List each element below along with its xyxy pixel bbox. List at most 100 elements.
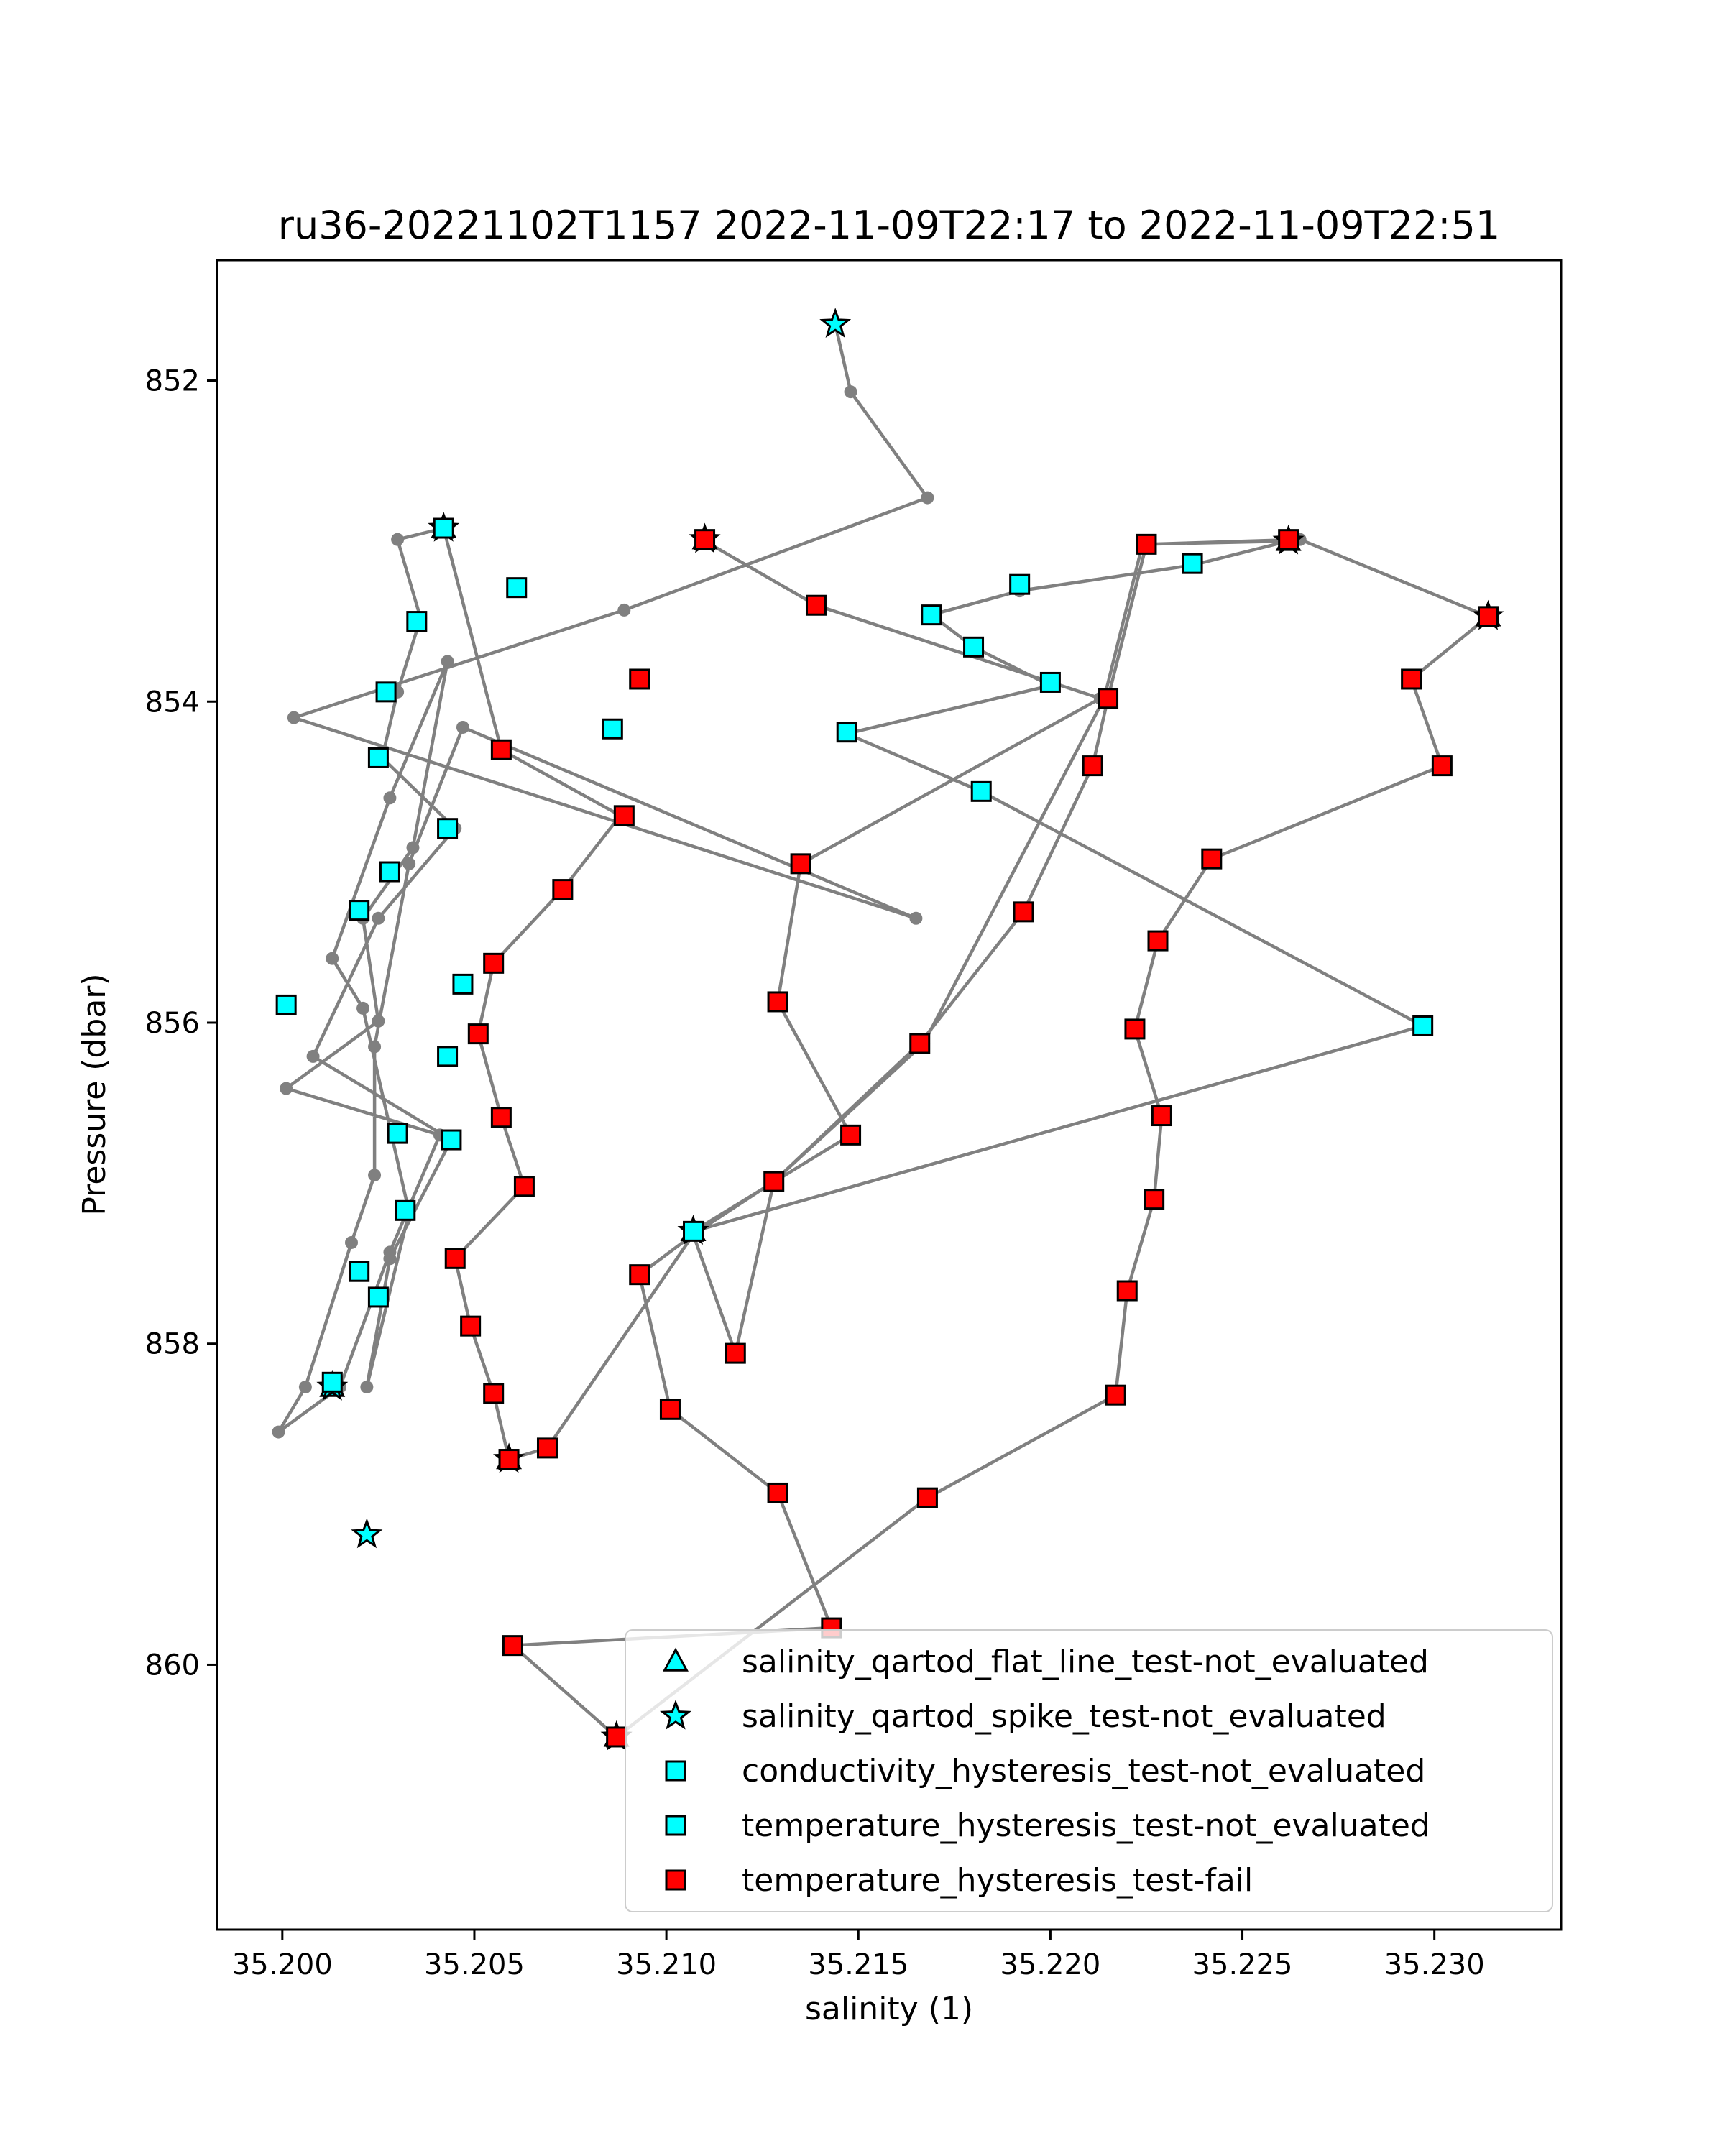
legend-label-4: temperature_hysteresis_test-fail xyxy=(742,1862,1253,1899)
x-tick-label: 35.230 xyxy=(1384,1948,1485,1981)
series-4-marker xyxy=(1147,930,1169,952)
legend-marker-1 xyxy=(660,1699,691,1730)
series-4-marker xyxy=(502,1635,523,1657)
x-axis-ticks: 35.200 35.205 35.210 35.215 35.220 35.225 35.2… xyxy=(232,1930,1485,1981)
profile-point xyxy=(272,1425,285,1439)
series-4-marker xyxy=(629,1264,650,1286)
series-4-marker xyxy=(790,853,811,875)
y-axis-label: Pressure (dbar) xyxy=(76,973,113,1215)
series-1-marker xyxy=(351,1518,383,1549)
x-tick-label: 35.215 xyxy=(808,1948,908,1981)
x-tick-label: 35.200 xyxy=(232,1948,333,1981)
series-4-marker xyxy=(1201,848,1223,870)
series-4-marker xyxy=(1124,1018,1146,1040)
legend-label-3: temperature_hysteresis_test-not_evaluate… xyxy=(742,1807,1430,1844)
plot-area xyxy=(272,308,1504,1751)
series-1-marker xyxy=(819,308,852,338)
series-2-marker xyxy=(970,780,992,802)
series-2-marker xyxy=(602,718,623,740)
y-tick-label: 856 xyxy=(145,1007,200,1040)
series-2-marker xyxy=(836,722,857,743)
y-axis-ticks: 852 854 856 858 860 xyxy=(145,365,217,1682)
series-4-marker xyxy=(1013,901,1034,923)
profile-point xyxy=(372,1014,385,1028)
legend-marker-0 xyxy=(663,1647,689,1672)
y-tick-label: 854 xyxy=(145,686,200,719)
series-4-marker xyxy=(1082,755,1103,777)
x-tick-label: 35.225 xyxy=(1192,1948,1293,1981)
profile-point xyxy=(360,1381,374,1394)
series-4-marker xyxy=(659,1399,681,1420)
series-4-marker xyxy=(840,1124,862,1146)
series-4-marker xyxy=(767,1482,788,1503)
series-4-marker xyxy=(606,1726,627,1748)
profile-point xyxy=(368,1169,382,1182)
series-2-marker xyxy=(506,577,528,599)
series-2-marker xyxy=(387,1123,408,1144)
profile-point xyxy=(345,1235,358,1249)
y-tick-label: 858 xyxy=(145,1328,200,1361)
series-4-marker xyxy=(536,1437,558,1459)
profile-point xyxy=(356,1001,370,1015)
series-2-marker xyxy=(433,517,454,539)
x-axis-label: salinity (1) xyxy=(805,1991,973,2027)
series-4-marker xyxy=(1144,1189,1165,1210)
series-4-marker xyxy=(552,879,574,900)
series-4-marker xyxy=(1116,1280,1138,1302)
profile-point xyxy=(298,1381,312,1394)
y-tick-label: 852 xyxy=(145,365,200,398)
series-4-marker xyxy=(909,1033,931,1054)
series-4-marker xyxy=(916,1487,938,1508)
series-4-marker xyxy=(1098,688,1119,709)
series-2-marker xyxy=(349,1261,370,1282)
profile-point xyxy=(383,1252,397,1266)
series-2-marker xyxy=(349,900,370,921)
series-4-marker xyxy=(1151,1105,1172,1127)
series-4-marker xyxy=(724,1342,746,1364)
profile-point xyxy=(921,491,934,505)
series-2-marker xyxy=(406,611,428,632)
series-4-marker xyxy=(763,1171,785,1192)
series-2-marker xyxy=(437,1046,459,1067)
series-4-marker xyxy=(805,594,827,616)
chart-title: ru36-20221102T1157 2022-11-09T22:17 to 2… xyxy=(278,203,1500,248)
series-2-marker xyxy=(452,973,474,995)
series-4-marker xyxy=(513,1176,535,1197)
series-2-marker xyxy=(375,681,397,703)
profile-point xyxy=(383,791,397,805)
series-4-marker xyxy=(1431,755,1453,777)
series-2-marker xyxy=(921,604,942,626)
series-2-marker xyxy=(367,747,389,768)
profile-line xyxy=(277,323,1490,1739)
legend: salinity_qartod_flat_line_test-not_evalu… xyxy=(625,1629,1553,1912)
series-4-marker xyxy=(767,991,788,1013)
legend-label-2: conductivity_hysteresis_test-not_evaluat… xyxy=(742,1753,1425,1789)
series-4-marker xyxy=(1278,529,1300,550)
profile-point xyxy=(372,911,385,925)
profile-point xyxy=(280,1082,293,1095)
series-2-marker xyxy=(683,1220,704,1242)
series-2-marker xyxy=(1182,553,1203,574)
profile-point xyxy=(406,841,420,854)
profile-point xyxy=(909,911,923,925)
markers xyxy=(275,308,1504,1751)
profile-point xyxy=(844,385,857,399)
profile-point xyxy=(402,857,416,870)
profile-point xyxy=(306,1049,320,1063)
profile-point xyxy=(391,533,405,546)
series-2-marker xyxy=(1009,573,1031,595)
series-2-marker xyxy=(437,818,459,839)
profile-point xyxy=(326,952,339,965)
series-4-marker xyxy=(483,1383,505,1404)
series-4-marker xyxy=(1105,1384,1126,1406)
series-2-marker xyxy=(1412,1015,1434,1036)
legend-box xyxy=(625,1629,1553,1912)
profile-point xyxy=(368,1040,382,1054)
series-4-marker xyxy=(1401,668,1422,690)
legend-marker-2 xyxy=(665,1760,686,1782)
series-2-marker xyxy=(379,861,400,883)
series-4-marker xyxy=(613,805,635,826)
series-4-marker xyxy=(460,1315,482,1337)
series-4-marker xyxy=(444,1248,466,1269)
